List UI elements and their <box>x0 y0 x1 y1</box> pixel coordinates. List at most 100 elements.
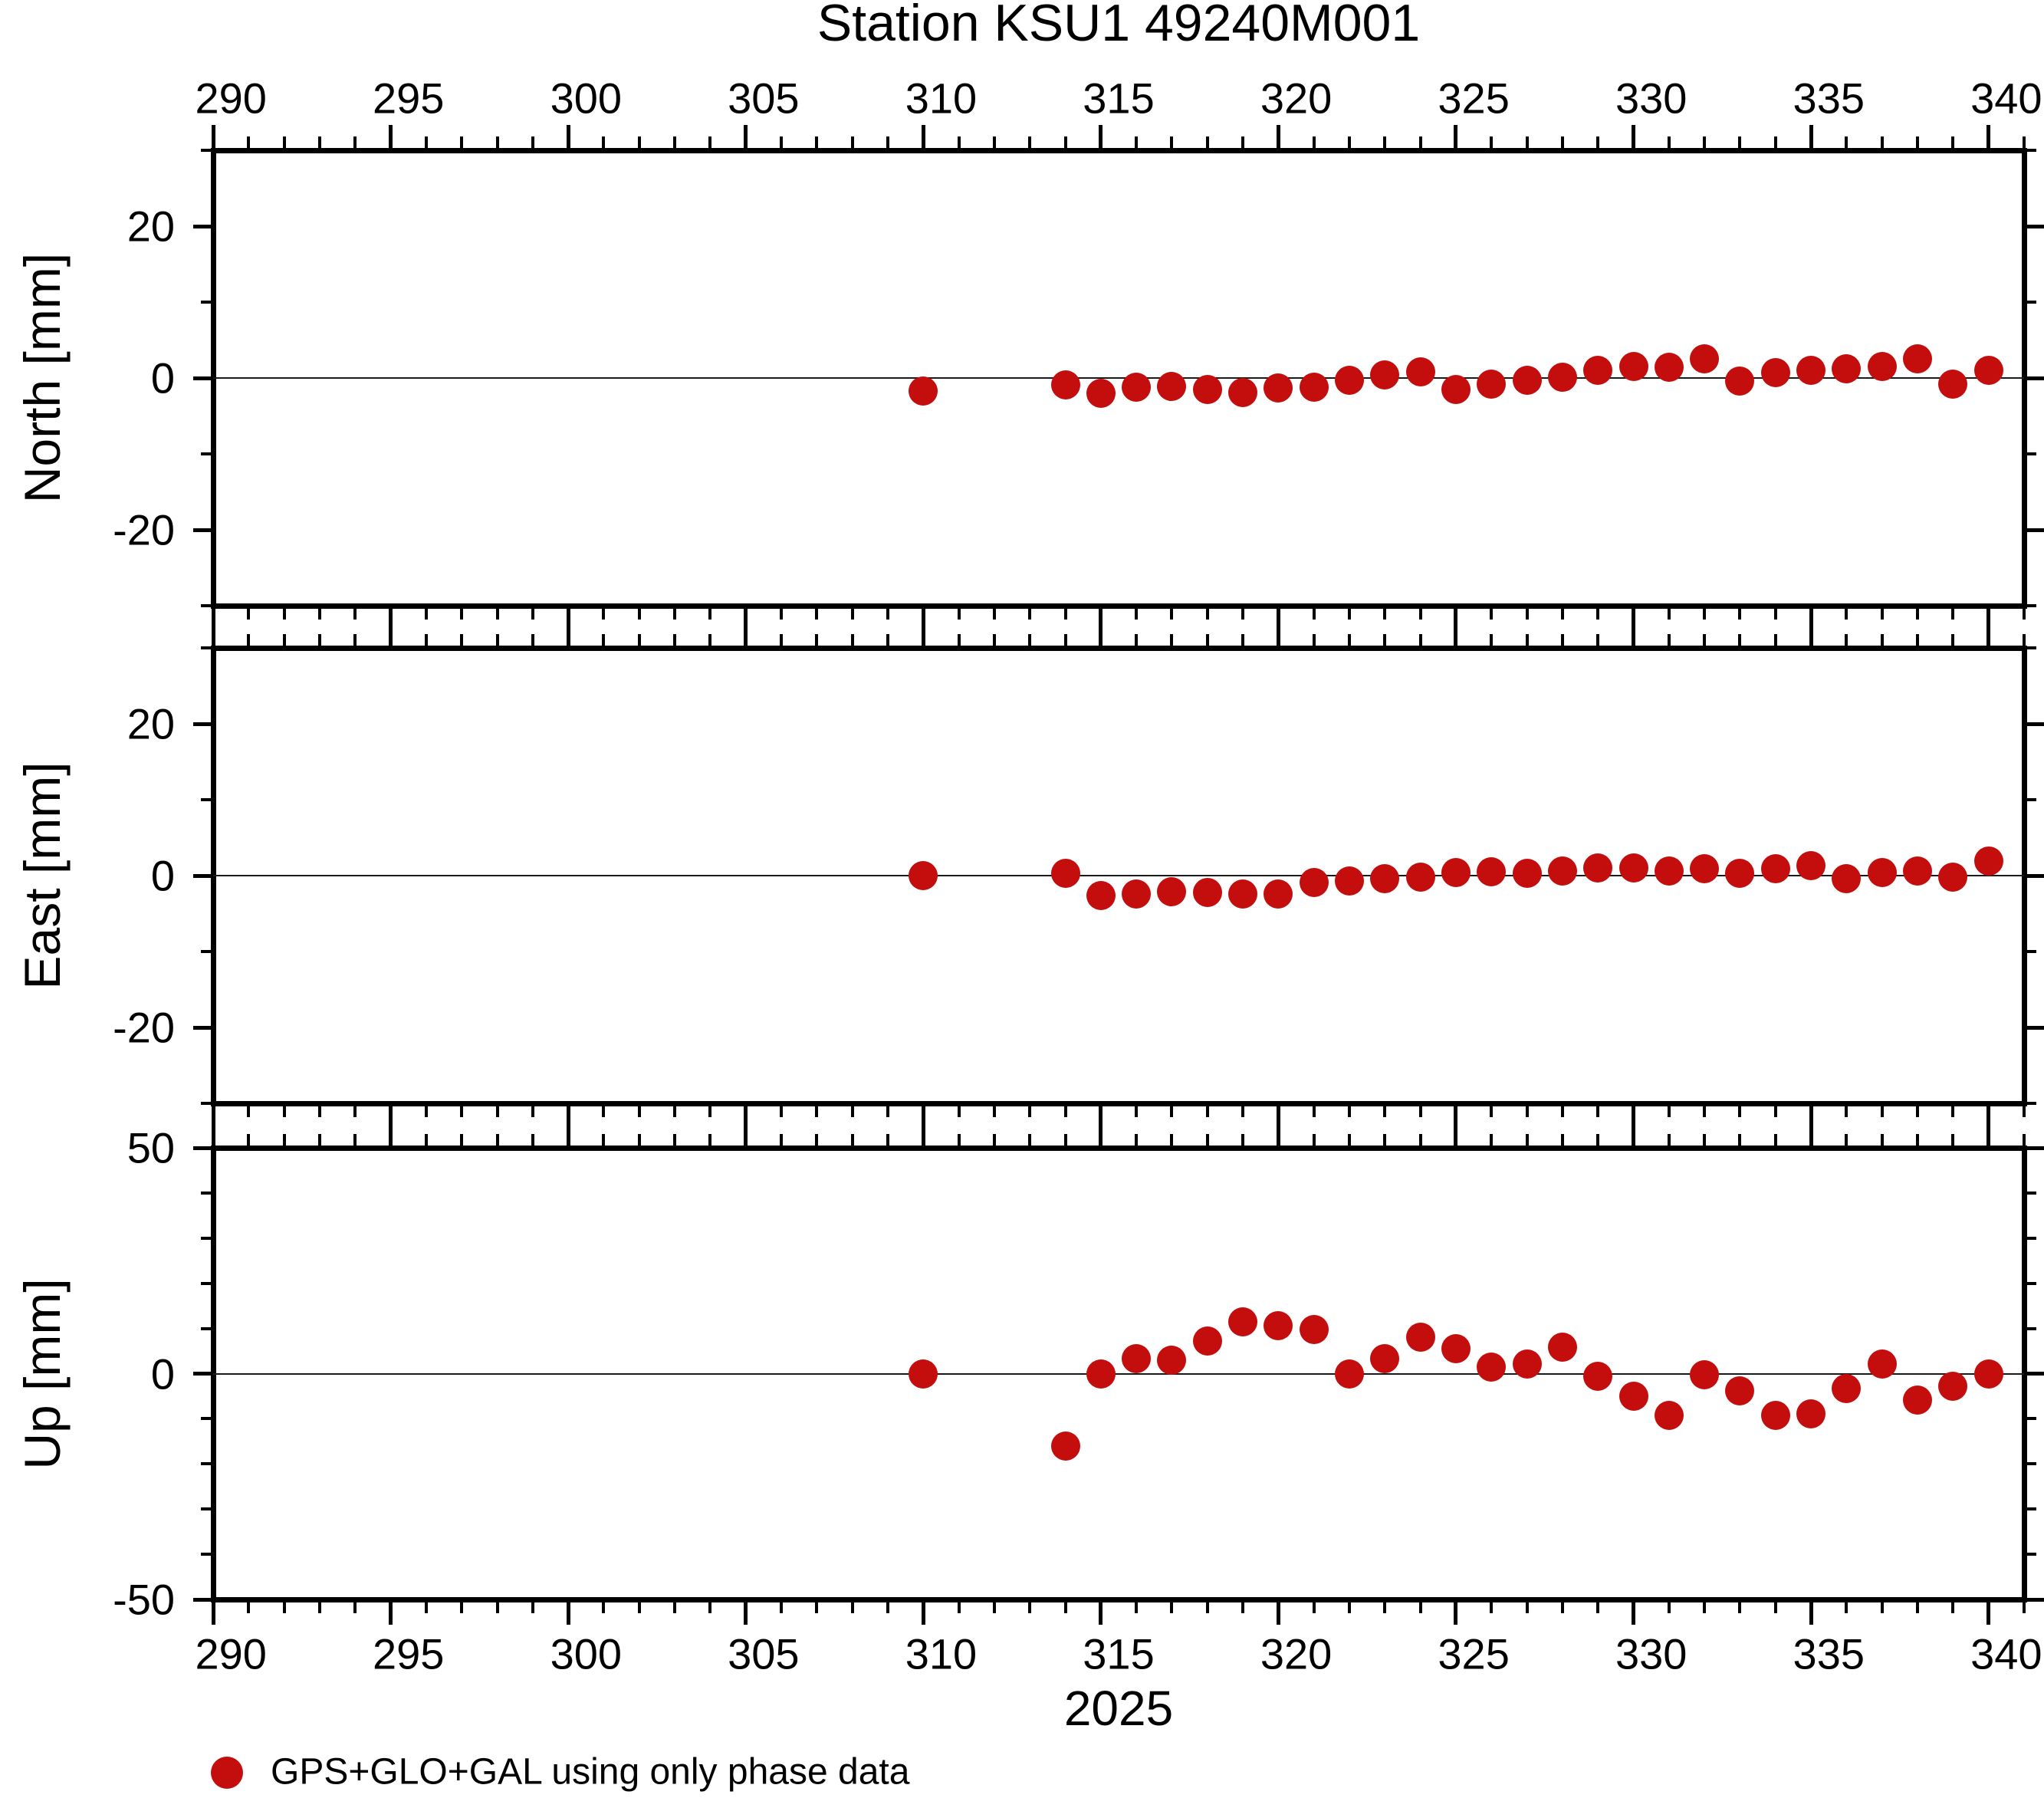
data-point <box>1192 374 1222 404</box>
y-tick <box>201 646 213 649</box>
x-tick <box>1383 1599 1387 1613</box>
x-tick <box>815 606 819 620</box>
x-tick <box>1880 606 1884 620</box>
x-tick-label: 320 <box>1260 1629 1333 1678</box>
x-tick <box>1667 606 1671 620</box>
x-tick <box>1348 136 1352 150</box>
data-point <box>1938 1371 1968 1401</box>
data-point <box>1441 1333 1471 1363</box>
x-tick-label: 330 <box>1615 74 1687 123</box>
data-point <box>1264 879 1293 909</box>
x-tick <box>1099 1123 1103 1148</box>
x-tick <box>850 634 854 648</box>
data-point <box>1050 370 1080 399</box>
x-tick <box>1205 634 1209 648</box>
y-tick <box>2024 646 2036 649</box>
x-tick <box>1773 606 1777 620</box>
x-tick <box>247 1103 251 1117</box>
y-axis-title: Up [mm] <box>14 1277 71 1470</box>
x-tick <box>1632 623 1636 648</box>
x-tick-label: 310 <box>905 74 978 123</box>
x-tick <box>1028 1599 1032 1613</box>
x-tick <box>815 634 819 648</box>
x-tick <box>282 634 286 648</box>
y-tick <box>201 798 213 801</box>
x-tick <box>1490 136 1494 150</box>
x-tick <box>1951 1599 1955 1613</box>
x-tick <box>211 1123 215 1148</box>
x-tick <box>1667 634 1671 648</box>
x-tick-label: 335 <box>1793 74 1865 123</box>
x-tick <box>780 1103 784 1117</box>
x-tick <box>1170 136 1174 150</box>
x-tick-label: 325 <box>1438 1629 1510 1678</box>
x-tick <box>886 1599 889 1613</box>
x-tick <box>1951 136 1955 150</box>
x-tick <box>531 1134 534 1148</box>
x-tick <box>1560 606 1564 620</box>
data-point <box>1050 1431 1080 1461</box>
data-point <box>1547 856 1577 886</box>
x-tick <box>424 1134 428 1148</box>
x-tick <box>1951 634 1955 648</box>
data-point <box>1973 846 2003 876</box>
y-tick <box>2024 1372 2044 1376</box>
x-tick <box>992 1134 996 1148</box>
x-tick <box>460 606 464 620</box>
x-tick <box>992 1103 996 1117</box>
x-tick <box>1738 634 1742 648</box>
x-tick <box>708 136 712 150</box>
x-tick <box>1880 136 1884 150</box>
x-tick <box>708 1599 712 1613</box>
x-tick <box>708 1103 712 1117</box>
x-tick <box>1809 1103 1813 1129</box>
x-tick <box>1418 634 1422 648</box>
data-point <box>1299 372 1329 402</box>
x-tick <box>2023 634 2026 648</box>
x-tick <box>602 136 606 150</box>
x-tick <box>1845 1103 1848 1117</box>
x-tick <box>1312 1103 1316 1117</box>
x-tick <box>780 1599 784 1613</box>
x-tick <box>495 634 499 648</box>
data-point <box>1157 876 1187 906</box>
x-tick <box>1312 136 1316 150</box>
x-tick <box>1525 136 1529 150</box>
x-tick <box>780 606 784 620</box>
x-tick <box>637 606 641 620</box>
data-point <box>1903 856 1933 886</box>
y-tick <box>201 1326 213 1330</box>
y-tick-label: -20 <box>113 505 175 554</box>
x-tick <box>1703 1134 1707 1148</box>
data-point <box>1760 1400 1790 1430</box>
x-tick <box>1241 1134 1245 1148</box>
y-tick <box>2024 950 2036 953</box>
x-tick <box>1348 1599 1352 1613</box>
x-tick <box>1703 136 1707 150</box>
x-tick <box>1773 1599 1777 1613</box>
x-tick <box>1667 1134 1671 1148</box>
x-tick <box>1560 1134 1564 1148</box>
x-tick <box>2023 606 2026 620</box>
x-tick <box>282 606 286 620</box>
y-tick <box>2024 1462 2036 1466</box>
x-tick <box>1205 606 1209 620</box>
y-tick <box>2024 301 2036 304</box>
x-tick <box>495 136 499 150</box>
x-tick <box>637 1103 641 1117</box>
x-tick <box>1560 1599 1564 1613</box>
x-tick <box>566 623 570 648</box>
x-tick <box>1632 1123 1636 1148</box>
x-tick <box>1738 136 1742 150</box>
x-tick <box>1135 634 1139 648</box>
y-tick <box>193 224 213 228</box>
data-point <box>1405 1322 1435 1352</box>
data-point <box>1477 369 1507 399</box>
x-tick <box>1596 1599 1600 1613</box>
x-tick <box>1135 606 1139 620</box>
data-point <box>1370 360 1400 390</box>
x-tick <box>744 623 748 648</box>
x-tick <box>1632 125 1636 150</box>
x-tick <box>1916 606 1920 620</box>
data-point <box>1086 378 1116 408</box>
